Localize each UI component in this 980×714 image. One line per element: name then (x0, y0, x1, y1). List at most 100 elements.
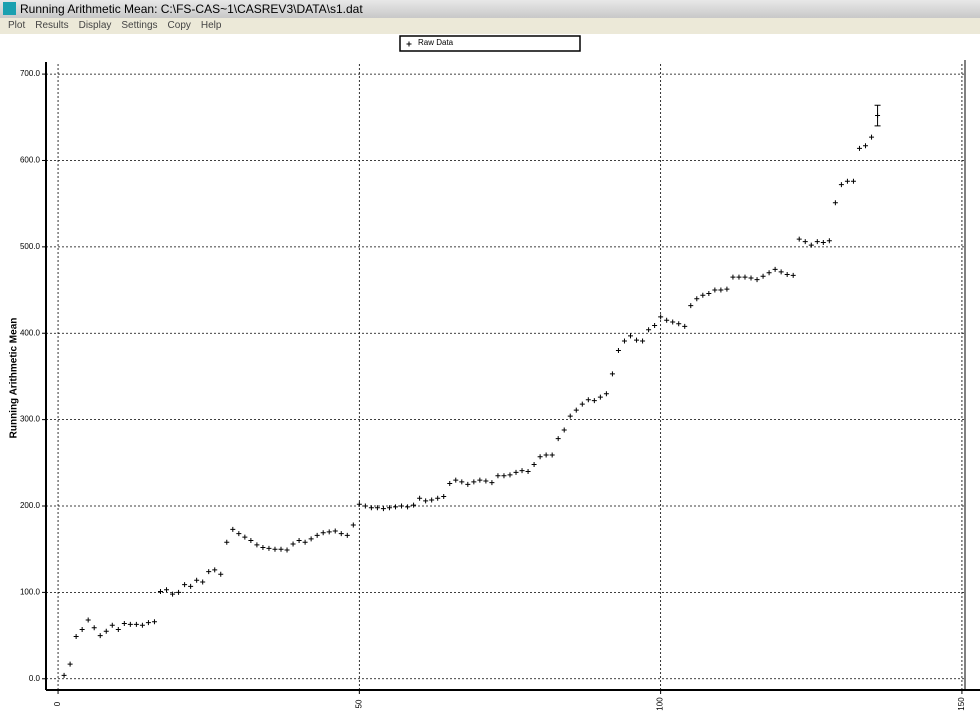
data-point (525, 468, 531, 474)
data-point (863, 143, 869, 149)
data-point (206, 569, 212, 575)
data-point (730, 274, 736, 280)
data-point (688, 303, 694, 309)
data-point (338, 531, 344, 537)
data-point (314, 532, 320, 538)
data-point (676, 321, 682, 327)
data-point (875, 113, 881, 119)
data-point (302, 539, 308, 545)
data-point (170, 591, 176, 597)
data-point (272, 546, 278, 552)
data-point (634, 337, 640, 343)
data-point (435, 495, 441, 501)
data-point (296, 538, 302, 544)
data-point (405, 504, 411, 510)
data-point (441, 494, 447, 500)
app-icon (3, 2, 16, 15)
data-point (103, 628, 109, 634)
data-point (61, 672, 67, 678)
data-point (85, 617, 91, 623)
data-point (760, 273, 766, 279)
data-point (706, 291, 712, 297)
data-point (742, 274, 748, 280)
data-point (224, 539, 230, 545)
x-tick-label: 50 (354, 699, 363, 708)
data-point (374, 505, 380, 511)
data-point (628, 333, 634, 339)
data-point (326, 529, 332, 535)
data-point (826, 238, 832, 244)
data-point (555, 436, 561, 442)
data-point (67, 661, 73, 667)
menu-item[interactable]: Plot (8, 20, 26, 31)
x-tick-label: 150 (957, 697, 966, 711)
data-point (194, 577, 200, 583)
data-point (597, 394, 603, 400)
data-point (447, 481, 453, 487)
data-point (115, 627, 121, 633)
data-point (200, 579, 206, 585)
data-point (489, 480, 495, 486)
data-point (453, 477, 459, 483)
data-point (127, 621, 133, 627)
menu-item[interactable]: Help (200, 20, 222, 31)
data-point (784, 272, 790, 278)
data-point (332, 528, 338, 534)
data-point (411, 502, 417, 508)
data-point (766, 270, 772, 276)
data-point (254, 542, 260, 548)
menu-item[interactable]: Copy (167, 20, 191, 31)
data-point (344, 532, 350, 538)
data-point (392, 504, 398, 510)
data-point (664, 317, 670, 323)
data-point (278, 546, 284, 552)
legend-box (399, 35, 581, 52)
data-point (157, 589, 163, 595)
menu-item[interactable]: Results (35, 20, 69, 31)
data-point (399, 503, 405, 509)
menu-item[interactable]: Settings (121, 20, 158, 31)
data-point (832, 200, 838, 206)
data-point (176, 589, 182, 595)
data-point (778, 269, 784, 275)
data-point (188, 583, 194, 589)
data-point (754, 277, 760, 283)
y-tick-label: 700.0 (20, 69, 41, 78)
data-point (718, 287, 724, 293)
menu-item[interactable]: Display (78, 20, 112, 31)
data-point (465, 481, 471, 487)
data-point (242, 534, 248, 540)
data-point (519, 468, 525, 474)
data-point (621, 338, 627, 344)
data-point (748, 275, 754, 281)
data-point (308, 536, 314, 542)
data-point (658, 314, 664, 320)
data-point (567, 413, 573, 419)
data-point (802, 239, 808, 245)
data-point (368, 505, 374, 511)
data-point (543, 452, 549, 458)
data-point (266, 545, 272, 551)
data-point (423, 498, 429, 504)
data-point (164, 587, 170, 593)
data-point (820, 240, 826, 246)
menu-bar: Plot Results Display Settings Copy Help (0, 18, 980, 34)
data-point (260, 544, 266, 550)
data-point (838, 182, 844, 188)
y-tick-label: 600.0 (20, 156, 41, 165)
data-point (531, 462, 537, 468)
data-point (856, 145, 862, 151)
data-point (537, 454, 543, 460)
data-point (561, 427, 567, 433)
data-point (471, 479, 477, 485)
data-point (501, 473, 507, 479)
data-point (790, 272, 796, 278)
data-point (796, 236, 802, 242)
y-tick-label: 500.0 (20, 242, 41, 251)
data-point (591, 398, 597, 404)
data-point (814, 239, 820, 245)
data-point (151, 619, 157, 625)
data-point (844, 178, 850, 184)
data-point (682, 323, 688, 329)
